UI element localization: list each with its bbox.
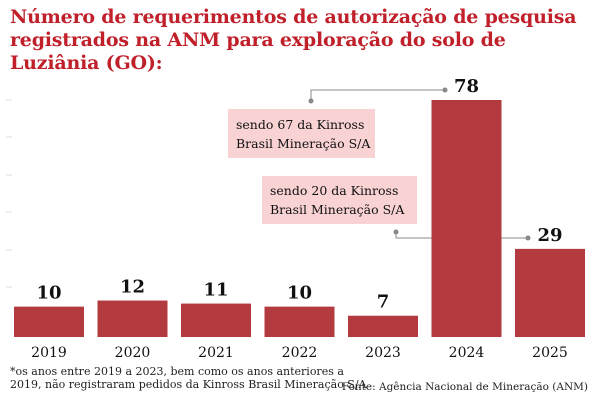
data-label-2024: 78 [454, 76, 479, 97]
annotation-box-2025 [262, 176, 417, 224]
x-label-2021: 2021 [198, 345, 234, 361]
bar-2022 [264, 306, 335, 337]
x-label-2019: 2019 [31, 345, 67, 361]
chart-title: Número de requerimentos de autorização d… [10, 6, 577, 74]
data-labels: 10 12 11 10 7 78 29 [36, 76, 562, 313]
footnote: *os anos entre 2019 a 2023, bem como os … [10, 365, 367, 391]
x-label-2024: 2024 [449, 345, 485, 361]
annotation-text-2025-1: Brasil Mineração S/A [270, 202, 405, 217]
x-label-2023: 2023 [365, 345, 401, 361]
y-tick-marks [6, 99, 12, 288]
bar-2023 [348, 315, 418, 337]
bars [14, 100, 585, 337]
bar-2021 [181, 303, 251, 337]
connector-dot-end-2024 [442, 87, 448, 93]
source-note: Fonte: Agência Nacional de Mineração (AN… [341, 381, 588, 393]
x-label-2022: 2022 [282, 345, 318, 361]
bar-2020 [97, 300, 168, 337]
annotation-text-2024-0: sendo 67 da Kinross [236, 117, 364, 132]
annotation-box-2024 [228, 109, 375, 158]
bar-2025 [515, 248, 585, 337]
data-label-2025: 29 [537, 225, 562, 246]
bar-2019 [14, 306, 84, 337]
connector-2024 [310, 89, 445, 101]
bar-2024 [431, 100, 502, 337]
annotation-text-2025-0: sendo 20 da Kinross [270, 183, 398, 198]
data-label-2020: 12 [120, 277, 145, 298]
connector-dot-start-2024 [308, 98, 314, 104]
data-label-2021: 11 [203, 280, 228, 301]
x-label-2020: 2020 [115, 345, 151, 361]
data-label-2019: 10 [36, 283, 61, 304]
annotations: sendo 67 da Kinross Brasil Mineração S/A s… [228, 87, 531, 241]
connector-dot-end-2025 [525, 235, 531, 241]
annotation-text-2024-1: Brasil Mineração S/A [236, 136, 371, 151]
data-label-2023: 7 [377, 292, 390, 313]
data-label-2022: 10 [287, 283, 312, 304]
x-label-2025: 2025 [532, 345, 568, 361]
connector-dot-start-2025 [393, 229, 399, 235]
x-axis-labels: 2019 2020 2021 2022 2023 2024 2025 [31, 345, 568, 361]
